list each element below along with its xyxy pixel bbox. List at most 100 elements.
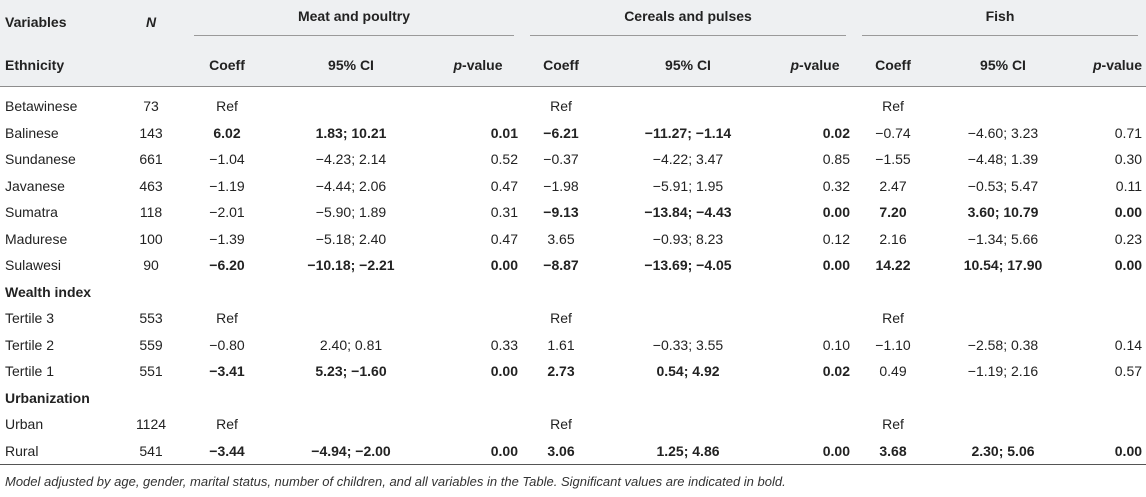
cell-ci: −4.48; 1.39 (967, 151, 1039, 168)
header-group-cereals: Cereals and pulses (522, 0, 854, 44)
cell-ci: −4.22; 3.47 (652, 151, 724, 168)
cell-pvalue: 0.00 (822, 257, 850, 274)
cell-ci: −0.93; 8.23 (652, 230, 724, 247)
cell-coeff: −1.04 (209, 151, 245, 168)
cell-pvalue (776, 93, 854, 120)
cell-ci: −2.58; 0.38 (967, 336, 1039, 353)
header-row-columns: Ethnicity Coeff 95% CI p-value Coeff 95%… (0, 44, 1146, 87)
cell-coeff: −6.20 (209, 257, 245, 274)
cell-pvalue: 0.00 (490, 363, 518, 380)
row-n: 118 (139, 204, 163, 221)
cell-ci (268, 411, 434, 438)
cell-coeff: 0.49 (879, 363, 907, 380)
cell-coeff: −8.87 (543, 257, 579, 274)
section-row: Wealth index (0, 279, 1146, 306)
cell-coeff: 3.65 (547, 230, 575, 247)
cell-ci: −0.33; 3.55 (652, 336, 724, 353)
cell-ci: 2.30; 5.06 (932, 437, 1074, 465)
cell-ci: −4.94; −2.00 (268, 437, 434, 465)
cell-ci (932, 411, 1074, 438)
section-label: Urbanization (5, 389, 90, 406)
cell-ci (600, 411, 776, 438)
header-group-fish-label: Fish (862, 8, 1139, 36)
row-n: 553 (139, 310, 163, 327)
row-label: Betawinese (5, 98, 78, 115)
row-n: 661 (139, 151, 163, 168)
row-n: 100 (139, 230, 163, 247)
cell-coeff: −1.55 (875, 151, 911, 168)
cell-ci: −4.60; 3.23 (967, 124, 1039, 141)
header-group-fish: Fish (854, 0, 1146, 44)
cell-coeff: −2.01 (209, 204, 245, 221)
header-row-groups: Variables N Meat and poultry Cereals and… (0, 0, 1146, 44)
cell-pvalue: 0.85 (822, 151, 850, 168)
cell-ci: −1.19; 2.16 (967, 363, 1039, 380)
cell-pvalue: 0.47 (490, 230, 518, 247)
cell-ci: −11.27; −1.14 (644, 124, 732, 141)
cell-pvalue (1074, 93, 1146, 120)
cell-coeff: −1.10 (875, 336, 911, 353)
cell-coeff: 2.16 (879, 230, 907, 247)
header-coeff: Coeff (854, 44, 932, 87)
row-label: Sundanese (5, 151, 76, 168)
header-ci: 95% CI (932, 44, 1074, 87)
cell-pvalue: 0.00 (490, 257, 518, 274)
cell-coeff: −3.41 (209, 363, 245, 380)
header-group-cereals-label: Cereals and pulses (530, 8, 846, 36)
table-body: Betawinese 73 Ref Ref Ref Balinese 143 6.02 1.83… (0, 93, 1146, 465)
cell-pvalue (1074, 305, 1146, 332)
row-n: 559 (139, 336, 163, 353)
cell-coeff: −0.74 (875, 124, 911, 141)
cell-coeff: 7.20 (879, 204, 907, 221)
cell-ci: −4.23; 2.14 (315, 151, 387, 168)
cell-coeff: −1.39 (209, 230, 245, 247)
cell-ci (932, 93, 1074, 120)
cell-coeff: Ref (882, 310, 904, 327)
cell-pvalue: 0.33 (490, 336, 518, 353)
row-n: 1124 (135, 416, 167, 433)
cell-pvalue: 0.32 (822, 177, 850, 194)
cell-pvalue: 0.02 (822, 124, 850, 141)
row-n: 541 (116, 437, 186, 465)
header-variables: Variables (0, 0, 116, 44)
cell-pvalue: 0.00 (776, 437, 854, 465)
cell-coeff: 14.22 (875, 257, 911, 274)
cell-ci: −5.91; 1.95 (652, 177, 724, 194)
cell-coeff: 6.02 (213, 124, 241, 141)
table-row: Tertile 1 551 −3.41 5.23; −1.60 0.00 2.73 0.54… (0, 358, 1146, 385)
header-pvalue: p-value (434, 44, 522, 87)
header-group-meat-label: Meat and poultry (194, 8, 514, 36)
cell-pvalue: 0.11 (1115, 177, 1143, 194)
table-row: Urban 1124 Ref Ref Ref (0, 411, 1146, 438)
row-label: Balinese (5, 124, 59, 141)
header-pvalue: p-value (1074, 44, 1146, 87)
cell-pvalue (434, 93, 522, 120)
cell-pvalue (776, 411, 854, 438)
cell-ci (932, 305, 1074, 332)
table-row: Sulawesi 90 −6.20 −10.18; −2.21 0.00 −8.87 −13… (0, 252, 1146, 279)
cell-pvalue: 0.47 (490, 177, 518, 194)
table-footnote: Model adjusted by age, gender, marital s… (5, 474, 786, 489)
cell-pvalue (776, 305, 854, 332)
cell-coeff: Ref (216, 98, 238, 115)
table-row: Madurese 100 −1.39 −5.18; 2.40 0.47 3.65 −0.93… (0, 226, 1146, 253)
row-n: 551 (139, 363, 163, 380)
cell-coeff: 2.47 (879, 177, 907, 194)
cell-ci: 0.54; 4.92 (656, 363, 720, 380)
cell-pvalue (434, 305, 522, 332)
cell-coeff: −0.37 (543, 151, 579, 168)
cell-ci: −1.34; 5.66 (967, 230, 1039, 247)
cell-pvalue: 0.52 (490, 151, 518, 168)
cell-pvalue: 0.57 (1114, 363, 1143, 380)
cell-ci: −13.84; −4.43 (644, 204, 732, 221)
row-label: Tertile 2 (5, 336, 55, 353)
cell-coeff: 3.06 (522, 437, 600, 465)
section-row: Urbanization (0, 385, 1146, 412)
header-ethnicity: Ethnicity (0, 44, 116, 87)
cell-coeff: −1.98 (543, 177, 579, 194)
cell-pvalue: 0.14 (1114, 336, 1143, 353)
row-n: 73 (143, 98, 159, 115)
cell-pvalue: 0.23 (1114, 230, 1143, 247)
cell-coeff: Ref (216, 416, 238, 433)
